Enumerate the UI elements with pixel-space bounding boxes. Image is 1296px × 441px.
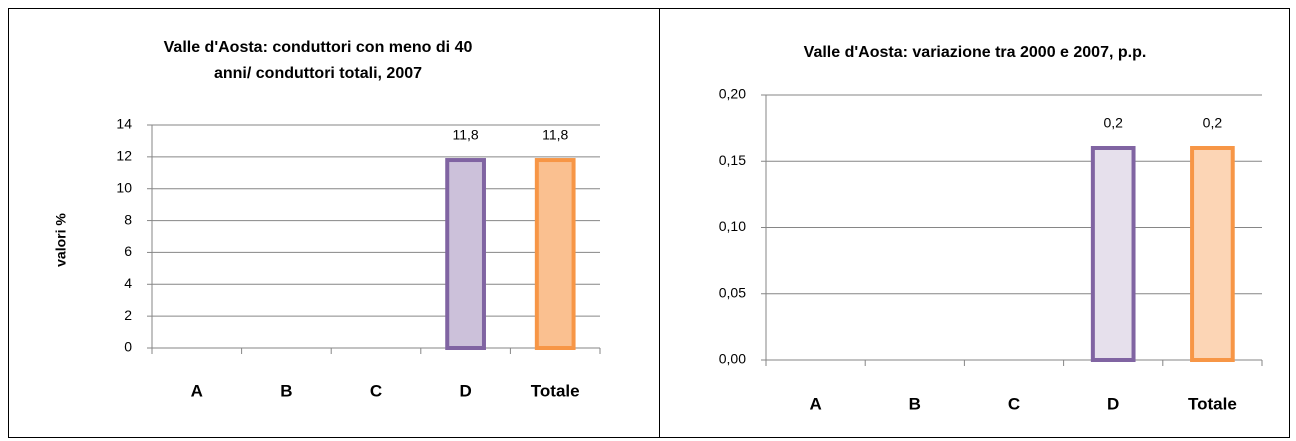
y-tick-label: 0,15 <box>719 152 746 168</box>
bar <box>534 158 576 350</box>
x-tick-label: A <box>191 381 203 400</box>
y-tick-label: 0,00 <box>719 351 746 367</box>
bar <box>1090 146 1136 362</box>
data-label: 0,2 <box>1103 115 1123 131</box>
x-tick-label: B <box>280 381 292 400</box>
x-tick-label: B <box>909 394 921 413</box>
chart-title: Valle d'Aosta: conduttori con meno di 40 <box>164 39 473 56</box>
y-tick-label: 10 <box>116 179 132 195</box>
x-tick-label: Totale <box>1188 394 1237 413</box>
right-panel <box>659 8 1290 438</box>
data-label: 11,8 <box>452 127 478 143</box>
bar <box>445 158 486 350</box>
y-tick-label: 6 <box>124 243 132 259</box>
bar <box>1190 146 1235 362</box>
x-tick-label: D <box>459 381 471 400</box>
y-tick-label: 0,20 <box>719 86 746 102</box>
y-tick-label: 12 <box>116 148 132 164</box>
chart-title: Valle d'Aosta: variazione tra 2000 e 200… <box>804 44 1147 61</box>
y-tick-label: 8 <box>124 211 132 227</box>
y-tick-label: 0,10 <box>719 218 746 234</box>
x-tick-label: C <box>1008 394 1020 413</box>
x-tick-label: A <box>809 394 821 413</box>
data-label: 11,8 <box>542 127 568 143</box>
x-tick-label: Totale <box>531 381 580 400</box>
y-tick-label: 0,05 <box>719 284 746 300</box>
data-label: 0,2 <box>1203 115 1223 131</box>
chart-title: anni/ conduttori totali, 2007 <box>214 65 422 82</box>
x-tick-label: C <box>370 381 382 400</box>
y-tick-label: 0 <box>124 339 132 355</box>
y-tick-label: 2 <box>124 307 132 323</box>
x-tick-label: D <box>1107 394 1119 413</box>
y-tick-label: 14 <box>116 116 132 132</box>
y-tick-label: 4 <box>124 275 132 291</box>
y-axis-label: valori % <box>53 213 69 267</box>
